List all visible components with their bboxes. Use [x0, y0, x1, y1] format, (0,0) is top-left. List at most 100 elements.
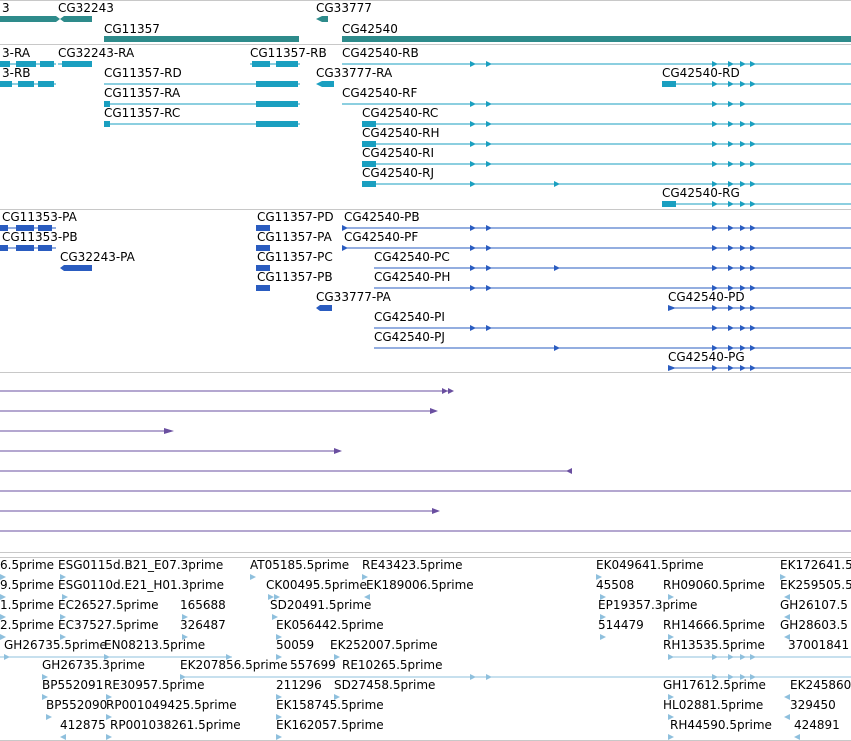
est-label[interactable]: EK162057.5prime	[276, 718, 384, 732]
est-label[interactable]: EK259505.5	[780, 578, 851, 592]
est-track	[0, 574, 851, 740]
transcript-label[interactable]: CG42540-RF	[342, 86, 418, 100]
gene-label[interactable]: CG11357	[104, 22, 160, 36]
est-label[interactable]: GH26735.5prime	[4, 638, 107, 652]
transcript-label[interactable]: CG11357-RA	[104, 86, 181, 100]
est-label[interactable]: 412875	[60, 718, 106, 732]
protein-label[interactable]: CG11357-PD	[257, 210, 334, 224]
est-label[interactable]: BP552090	[46, 698, 108, 712]
est-label[interactable]: EC37527.5prime	[58, 618, 159, 632]
transcript-label[interactable]: 3-RA	[2, 46, 31, 60]
protein-label[interactable]: CG11357-PB	[257, 270, 333, 284]
protein-label[interactable]: CG11353-PB	[2, 230, 78, 244]
est-label[interactable]: 2.5prime	[0, 618, 55, 632]
est-label[interactable]: SD27458.5prime	[334, 678, 436, 692]
protein-label[interactable]: CG42540-PG	[668, 350, 745, 364]
est-label[interactable]: EK049641.5prime	[596, 558, 704, 572]
gene-bar[interactable]	[0, 16, 60, 22]
est-label[interactable]: CK00495.5prime	[266, 578, 367, 592]
transcript-label[interactable]: CG11357-RD	[104, 66, 182, 80]
est-label[interactable]: 37001841	[788, 638, 850, 652]
est-label[interactable]: EC26527.5prime	[58, 598, 159, 612]
est-label[interactable]: GH28603.5	[780, 618, 848, 632]
protein-label[interactable]: CG33777-PA	[316, 290, 391, 304]
est-label[interactable]: 45508	[596, 578, 635, 592]
est-label[interactable]: ESG0110d.E21_H01.3prime	[58, 578, 225, 592]
est-label[interactable]: EK158745.5prime	[276, 698, 384, 712]
alignment-track	[0, 388, 851, 532]
protein-label[interactable]: CG11357-PC	[257, 250, 333, 264]
gene-bar[interactable]	[60, 16, 92, 22]
gene-label[interactable]: CG42540	[342, 22, 398, 36]
est-label[interactable]: RE10265.5prime	[342, 658, 443, 672]
protein-label[interactable]: CG42540-PC	[374, 250, 450, 264]
transcript-label[interactable]: CG42540-RC	[362, 106, 439, 120]
est-label[interactable]: EK189006.5prime	[366, 578, 474, 592]
est-label[interactable]: RP001038261.5prime	[110, 718, 241, 732]
est-label[interactable]: HL02881.5prime	[663, 698, 764, 712]
est-label[interactable]: EK172641.5	[780, 558, 851, 572]
est-label[interactable]: EN08213.5prime	[104, 638, 206, 652]
est-label[interactable]: ESG0115d.B21_E07.3prime	[58, 558, 224, 572]
est-label[interactable]: 1.5prime	[0, 598, 55, 612]
transcript-label[interactable]: CG42540-RD	[662, 66, 740, 80]
transcript-label[interactable]: CG32243-RA	[58, 46, 135, 60]
transcript-label[interactable]: CG42540-RG	[662, 186, 740, 200]
est-label[interactable]: EK245860	[790, 678, 851, 692]
protein-label[interactable]: CG11357-PA	[257, 230, 332, 244]
transcript-label[interactable]: CG42540-RB	[342, 46, 419, 60]
est-label[interactable]: AT05185.5prime	[250, 558, 350, 572]
est-label[interactable]: EK252007.5prime	[330, 638, 438, 652]
gene-bar[interactable]	[104, 36, 299, 42]
est-label[interactable]: 211296	[276, 678, 322, 692]
transcript-label[interactable]: CG11357-RC	[104, 106, 181, 120]
est-label[interactable]: 6.5prime	[0, 558, 55, 572]
est-label[interactable]: 165688	[180, 598, 226, 612]
transcript-label[interactable]: 3-RB	[2, 66, 31, 80]
gene-bar[interactable]	[342, 36, 851, 42]
est-label[interactable]: 9.5prime	[0, 578, 55, 592]
est-label[interactable]: BP552091	[42, 678, 104, 692]
est-label[interactable]: RH13535.5prime	[663, 638, 765, 652]
est-label[interactable]: 326487	[180, 618, 226, 632]
est-label[interactable]: RH44590.5prime	[670, 718, 772, 732]
protein-label[interactable]: CG42540-PI	[374, 310, 445, 324]
est-label[interactable]: 50059	[276, 638, 315, 652]
gene-label[interactable]: CG32243	[58, 1, 114, 15]
est-label[interactable]: 514479	[598, 618, 644, 632]
protein-track	[0, 225, 851, 371]
transcript-label[interactable]: CG33777-RA	[316, 66, 393, 80]
protein-label[interactable]: CG42540-PB	[344, 210, 420, 224]
transcript-track	[0, 61, 851, 207]
est-label[interactable]: 424891	[794, 718, 840, 732]
transcript-label[interactable]: CG42540-RH	[362, 126, 440, 140]
protein-label[interactable]: CG42540-PH	[374, 270, 451, 284]
est-label[interactable]: RH09060.5prime	[663, 578, 765, 592]
protein-label[interactable]: CG42540-PF	[344, 230, 419, 244]
gene-label[interactable]: 3	[2, 1, 10, 15]
protein-label[interactable]: CG42540-PD	[668, 290, 745, 304]
transcript-label[interactable]: CG42540-RJ	[362, 166, 435, 180]
est-label[interactable]: EP19357.3prime	[598, 598, 698, 612]
track-separator	[0, 552, 851, 553]
est-label[interactable]: RE43423.5prime	[362, 558, 463, 572]
est-label[interactable]: EK056442.5prime	[276, 618, 384, 632]
protein-label[interactable]: CG42540-PJ	[374, 330, 445, 344]
est-label[interactable]: EK207856.5prime	[180, 658, 288, 672]
est-label[interactable]: 557699	[290, 658, 336, 672]
gene-label[interactable]: CG33777	[316, 1, 372, 15]
transcript-label[interactable]: CG11357-RB	[250, 46, 327, 60]
est-label[interactable]: GH17612.5prime	[663, 678, 766, 692]
transcript-label[interactable]: CG42540-RI	[362, 146, 435, 160]
gene-bar[interactable]	[316, 16, 328, 22]
est-label[interactable]: SD20491.5prime	[270, 598, 372, 612]
est-label[interactable]: RP001049425.5prime	[106, 698, 237, 712]
est-label[interactable]: 329450	[790, 698, 836, 712]
est-label[interactable]: GH26735.3prime	[42, 658, 145, 672]
protein-label[interactable]: CG11353-PA	[2, 210, 77, 224]
est-label[interactable]: GH26107.5	[780, 598, 848, 612]
protein-label[interactable]: CG32243-PA	[60, 250, 135, 264]
est-label[interactable]: RE30957.5prime	[104, 678, 205, 692]
est-label[interactable]: RH14666.5prime	[663, 618, 765, 632]
